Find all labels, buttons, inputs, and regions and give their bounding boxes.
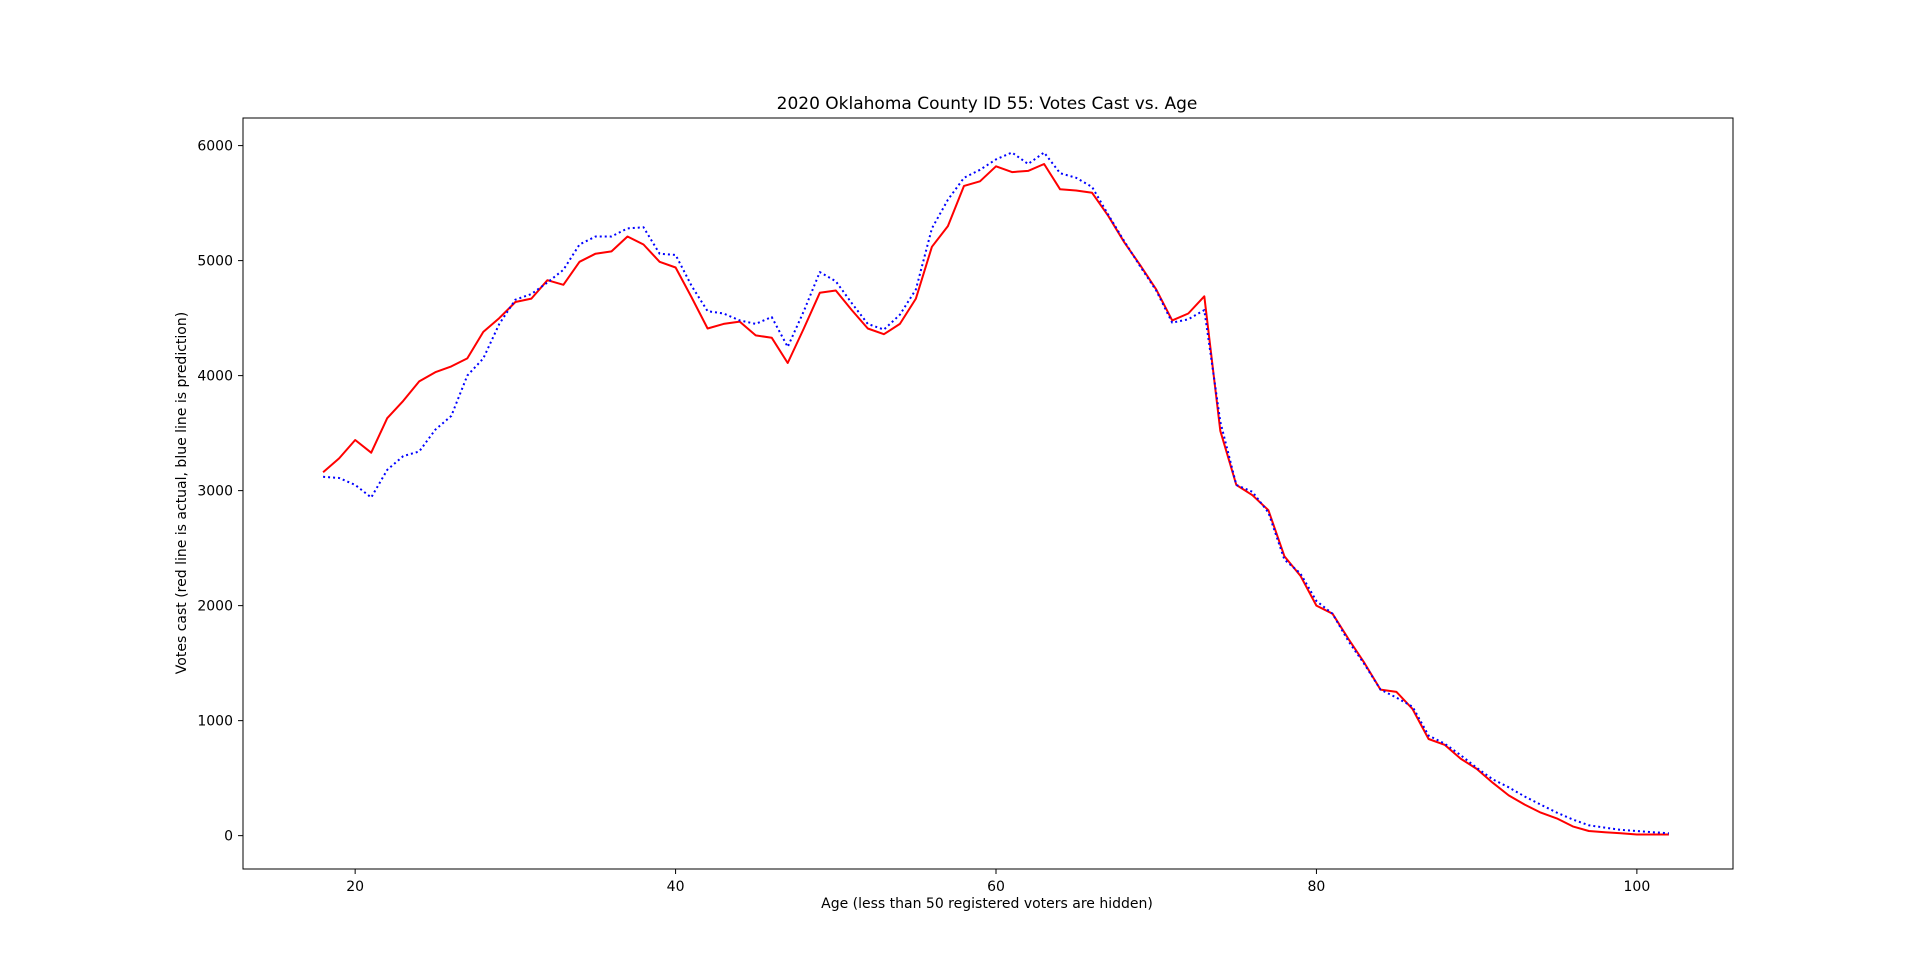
x-tick-label: 80	[1308, 879, 1326, 895]
y-axis: 0 1000 2000 3000 4000 5000 6000	[197, 139, 243, 845]
x-axis: 20 40 60 80 100	[346, 869, 1650, 895]
predicted-votes-line	[323, 151, 1669, 835]
y-tick-label: 3000	[197, 484, 233, 500]
actual-votes-line	[322, 163, 1669, 836]
y-tick-label: 6000	[197, 139, 233, 155]
y-tick-label: 5000	[197, 254, 233, 270]
chart-title: 2020 Oklahoma County ID 55: Votes Cast v…	[777, 94, 1198, 114]
x-tick-label: 20	[346, 879, 364, 895]
y-tick-label: 4000	[197, 369, 233, 385]
y-tick-label: 1000	[197, 714, 233, 730]
x-axis-label: Age (less than 50 registered voters are …	[821, 896, 1153, 912]
x-tick-label: 60	[987, 879, 1005, 895]
y-tick-label: 0	[224, 829, 233, 845]
y-axis-label: Votes cast (red line is actual, blue lin…	[174, 312, 190, 674]
axes-frame	[242, 117, 1734, 870]
x-tick-label: 40	[667, 879, 685, 895]
y-tick-label: 2000	[197, 599, 233, 615]
x-tick-label: 100	[1624, 879, 1651, 895]
plot-area	[322, 151, 1669, 836]
